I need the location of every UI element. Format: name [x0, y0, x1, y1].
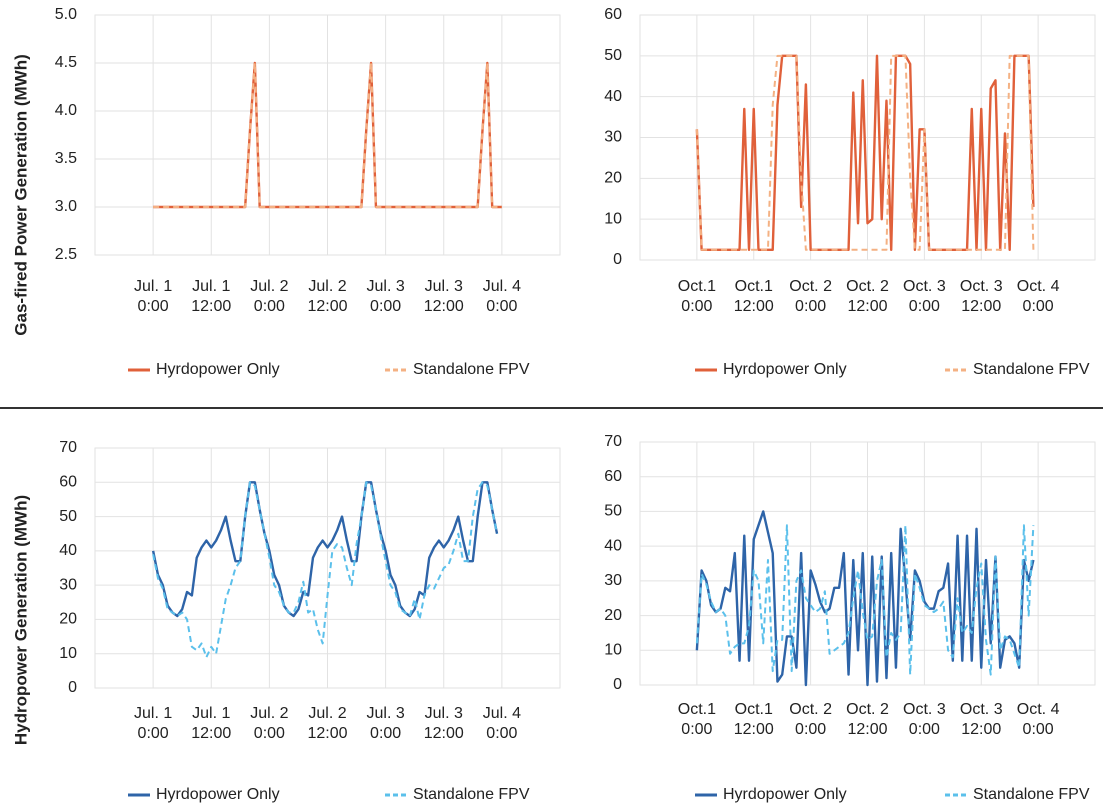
x-tick-label: Jul. 2 12:00	[307, 705, 347, 742]
x-tick-label: Oct. 3 0:00	[903, 278, 946, 315]
row-axis-label: Hydropower Generation (MWh)	[11, 495, 30, 745]
x-tick-label: Oct. 2 0:00	[789, 701, 832, 738]
legend-label: Hyrdopower Only	[156, 361, 280, 378]
x-tick-label: Jul. 1 0:00	[134, 278, 172, 315]
x-tick-label: Oct. 3 0:00	[903, 701, 946, 738]
legend-label: Hyrdopower Only	[156, 786, 280, 803]
legend-label: Hyrdopower Only	[723, 786, 847, 803]
series-line	[695, 54, 1035, 251]
legend-label: Standalone FPV	[413, 786, 530, 803]
y-tick-label: 4.0	[55, 102, 77, 119]
y-tick-label: 50	[59, 508, 77, 525]
x-tick-label: Jul. 4 0:00	[483, 278, 521, 315]
x-tick-label: Jul. 1 12:00	[191, 705, 231, 742]
series-line	[153, 61, 502, 209]
x-tick-label: Oct. 3 12:00	[960, 701, 1003, 738]
legend-label: Standalone FPV	[413, 361, 530, 378]
y-tick-label: 5.0	[55, 6, 77, 23]
legend-label: Hyrdopower Only	[723, 361, 847, 378]
y-tick-label: 20	[604, 607, 622, 624]
y-tick-label: 0	[613, 251, 622, 268]
y-tick-label: 4.5	[55, 54, 77, 71]
y-tick-label: 50	[604, 503, 622, 520]
y-tick-label: 70	[604, 433, 622, 450]
x-tick-label: Oct.1 0:00	[678, 701, 716, 738]
x-tick-label: Oct.1 12:00	[734, 701, 774, 738]
legend-label: Standalone FPV	[973, 361, 1090, 378]
y-tick-label: 0	[68, 679, 77, 696]
x-tick-label: Oct. 3 12:00	[960, 278, 1003, 315]
y-tick-label: 60	[604, 468, 622, 485]
series-line	[695, 54, 1035, 251]
y-tick-label: 20	[604, 170, 622, 187]
x-tick-label: Jul. 4 0:00	[483, 705, 521, 742]
y-tick-label: 10	[604, 210, 622, 227]
y-tick-label: 40	[604, 537, 622, 554]
y-tick-label: 30	[604, 129, 622, 146]
y-tick-label: 10	[604, 642, 622, 659]
y-tick-label: 60	[604, 6, 622, 23]
x-tick-label: Oct. 2 12:00	[846, 701, 889, 738]
series-line	[152, 481, 499, 659]
x-tick-label: Jul. 3 12:00	[424, 278, 464, 315]
y-tick-label: 20	[59, 611, 77, 628]
y-tick-label: 30	[604, 572, 622, 589]
x-tick-label: Jul. 3 0:00	[367, 705, 405, 742]
y-tick-label: 50	[604, 47, 622, 64]
y-tick-label: 3.0	[55, 198, 77, 215]
x-tick-label: Oct. 2 12:00	[846, 278, 889, 315]
series-line	[695, 510, 1035, 687]
y-tick-label: 60	[59, 474, 77, 491]
x-tick-label: Jul. 2 0:00	[250, 705, 288, 742]
y-tick-label: 10	[59, 645, 77, 662]
y-tick-label: 2.5	[55, 246, 77, 263]
y-tick-label: 3.5	[55, 150, 77, 167]
y-tick-label: 30	[59, 576, 77, 593]
x-tick-label: Jul. 3 12:00	[424, 705, 464, 742]
x-tick-label: Oct.1 0:00	[678, 278, 716, 315]
x-tick-label: Jul. 3 0:00	[367, 278, 405, 315]
x-tick-label: Oct. 4 0:00	[1017, 701, 1060, 738]
series-line	[151, 481, 499, 618]
y-tick-label: 40	[59, 542, 77, 559]
y-tick-label: 0	[613, 676, 622, 693]
x-tick-label: Jul. 2 12:00	[307, 278, 347, 315]
legend-label: Standalone FPV	[973, 786, 1090, 803]
x-tick-label: Oct.1 12:00	[734, 278, 774, 315]
y-tick-label: 70	[59, 439, 77, 456]
x-tick-label: Jul. 1 12:00	[191, 278, 231, 315]
series-line	[695, 524, 1035, 676]
x-tick-label: Oct. 2 0:00	[789, 278, 832, 315]
x-tick-label: Jul. 1 0:00	[134, 705, 172, 742]
y-tick-label: 40	[604, 88, 622, 105]
row-axis-label: Gas-fired Power Generation (MWh)	[11, 54, 30, 335]
x-tick-label: Jul. 2 0:00	[250, 278, 288, 315]
x-tick-label: Oct. 4 0:00	[1017, 278, 1060, 315]
